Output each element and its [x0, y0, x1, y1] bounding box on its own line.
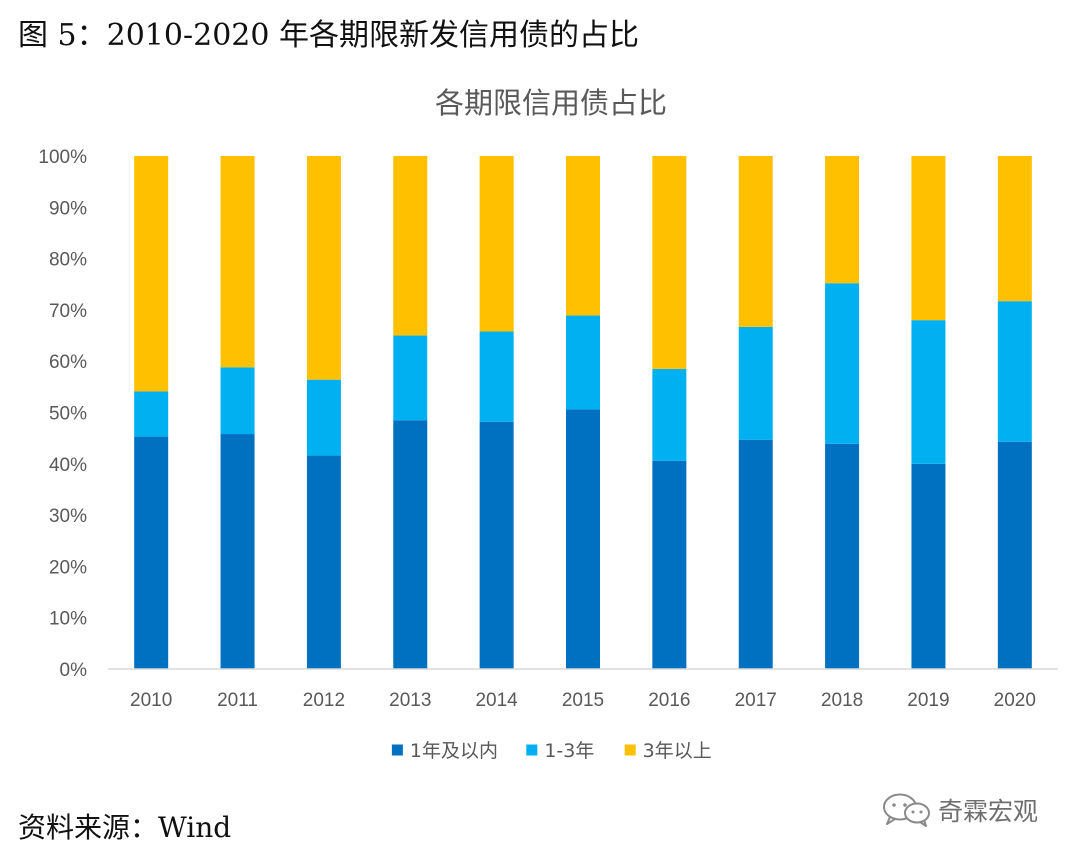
legend: 1年及以内 1-3年 3年以上	[391, 740, 712, 762]
bar-segment-2019-series-2	[911, 320, 946, 464]
bar-segment-2010-series-2	[134, 391, 169, 437]
bar-segment-2014-series-3	[479, 156, 514, 332]
bar-segment-2018-series-1	[825, 443, 860, 669]
y-tick-label: 70%	[49, 301, 87, 322]
stacked-bar-chart: 各期限信用债占比 0% 10% 20% 30% 40% 50% 60% 70% 80% 90% 10…	[38, 86, 1058, 762]
bar-segment-2018-series-3	[825, 156, 860, 284]
bar-segment-2012-series-2	[306, 379, 341, 456]
bar-segment-2014-series-2	[479, 331, 514, 422]
x-tick-label: 2012	[303, 690, 345, 711]
wechat-icon	[883, 793, 930, 827]
figure-caption: 图 5：2010-2020 年各期限新发信用债的占比	[18, 18, 639, 53]
y-tick-label: 10%	[49, 609, 87, 630]
x-tick-label: 2020	[994, 690, 1036, 711]
bar-segment-2014-series-1	[479, 421, 514, 669]
bar-segment-2012-series-1	[306, 455, 341, 669]
bar-segment-2017-series-3	[738, 156, 773, 327]
bar-segment-2017-series-1	[738, 439, 773, 669]
bar-segment-2016-series-3	[652, 156, 687, 369]
bar-segment-2015-series-2	[566, 315, 600, 410]
bar-segment-2013-series-1	[393, 420, 428, 669]
chart-title: 各期限信用债占比	[435, 86, 667, 120]
legend-label-series-3: 3年以上	[643, 740, 712, 762]
y-tick-label: 80%	[49, 250, 87, 271]
y-tick-label: 100%	[38, 147, 87, 168]
x-tick-label: 2015	[562, 690, 604, 711]
bar-segment-2020-series-2	[997, 301, 1032, 442]
bars-group	[134, 156, 1032, 669]
bar-segment-2013-series-3	[393, 156, 428, 336]
legend-swatch-series-1	[391, 744, 403, 756]
bar-segment-2020-series-3	[997, 156, 1032, 302]
bar-segment-2016-series-1	[652, 460, 687, 669]
x-tick-label: 2016	[648, 690, 690, 711]
watermark-text: 奇霖宏观	[938, 797, 1039, 826]
y-tick-label: 90%	[49, 198, 87, 219]
bar-segment-2019-series-3	[911, 156, 946, 321]
legend-label-series-2: 1-3年	[544, 740, 594, 762]
bar-segment-2011-series-3	[220, 156, 255, 368]
bar-segment-2011-series-1	[220, 434, 255, 669]
bar-segment-2013-series-2	[393, 335, 428, 421]
y-tick-label: 30%	[49, 506, 87, 527]
bar-segment-2015-series-1	[566, 409, 600, 669]
watermark: 奇霖宏观	[880, 792, 1038, 828]
bar-segment-2015-series-3	[566, 156, 600, 316]
x-tick-label: 2014	[475, 690, 518, 711]
bar-segment-2010-series-1	[134, 436, 169, 669]
bar-segment-2018-series-2	[825, 283, 860, 444]
x-tick-label: 2010	[130, 690, 172, 711]
y-tick-label: 0%	[60, 660, 88, 681]
bar-segment-2016-series-2	[652, 368, 687, 461]
y-tick-label: 50%	[49, 404, 87, 425]
x-tick-label: 2011	[217, 690, 258, 711]
x-tick-label: 2019	[907, 690, 949, 711]
y-tick-label: 20%	[49, 557, 87, 578]
x-tick-label: 2013	[389, 690, 431, 711]
legend-swatch-series-2	[526, 744, 538, 756]
bar-segment-2010-series-3	[134, 156, 169, 392]
legend-swatch-series-3	[624, 744, 636, 756]
bar-segment-2012-series-3	[306, 156, 341, 380]
bar-segment-2011-series-2	[220, 367, 255, 435]
y-tick-label: 40%	[49, 455, 87, 476]
y-axis-tick-labels: 0% 10% 20% 30% 40% 50% 60% 70% 80% 90% 100%	[38, 147, 87, 681]
source-note: 资料来源：Wind	[18, 811, 232, 844]
x-tick-label: 2017	[735, 690, 777, 711]
legend-label-series-1: 1年及以内	[410, 740, 498, 762]
bar-segment-2019-series-1	[911, 463, 946, 669]
x-axis-tick-labels: 2010 2011 2012 2013 2014 2015 2016 2017 2018 2019…	[130, 690, 1036, 711]
x-tick-label: 2018	[821, 690, 863, 711]
y-tick-label: 60%	[49, 352, 87, 373]
bar-segment-2020-series-1	[997, 441, 1032, 669]
bar-segment-2017-series-2	[738, 326, 773, 440]
